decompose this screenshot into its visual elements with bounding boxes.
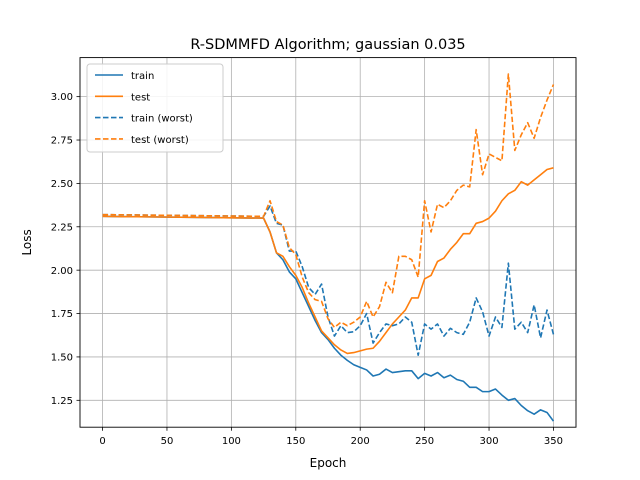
x-tick-label: 100 bbox=[222, 436, 241, 447]
x-axis-label: Epoch bbox=[310, 456, 347, 470]
x-tick-label: 150 bbox=[286, 436, 305, 447]
x-tick-label: 350 bbox=[544, 436, 563, 447]
x-tick-label: 250 bbox=[415, 436, 434, 447]
series-line-train-worst bbox=[102, 205, 555, 356]
legend-label: test bbox=[131, 92, 150, 103]
legend-label: train (worst) bbox=[131, 114, 193, 125]
x-tick-label: 200 bbox=[351, 436, 370, 447]
legend-label: train bbox=[131, 71, 154, 82]
y-axis-ticks: 1.25 1.50 1.75 2.00 2.25 2.50 2.75 3.00 bbox=[51, 92, 80, 407]
y-tick-label: 2.00 bbox=[51, 266, 73, 277]
x-tick-label: 50 bbox=[161, 436, 174, 447]
legend-box bbox=[86, 63, 224, 153]
x-tick-label: 0 bbox=[99, 436, 105, 447]
y-tick-label: 2.75 bbox=[51, 136, 73, 147]
y-axis-label: Loss bbox=[20, 229, 34, 255]
series-line-test bbox=[102, 167, 554, 355]
series-layer bbox=[102, 73, 555, 422]
legend: train test train (worst) test (worst) bbox=[86, 63, 224, 153]
legend-label: test (worst) bbox=[131, 135, 189, 146]
y-tick-label: 1.75 bbox=[51, 309, 73, 320]
x-tick-label: 300 bbox=[479, 436, 498, 447]
y-tick-label: 3.00 bbox=[51, 92, 73, 103]
y-tick-label: 1.25 bbox=[51, 396, 73, 407]
plot-frame bbox=[79, 57, 577, 428]
series-line-train bbox=[102, 215, 555, 422]
y-tick-label: 2.25 bbox=[51, 222, 73, 233]
x-axis-ticks: 0 50 100 150 200 250 300 350 bbox=[99, 427, 563, 447]
y-tick-label: 1.50 bbox=[51, 353, 73, 364]
y-tick-label: 2.50 bbox=[51, 179, 73, 190]
chart-title: R-SDMMFD Algorithm; gaussian 0.035 bbox=[190, 37, 465, 53]
series-line-test-worst bbox=[102, 73, 555, 329]
